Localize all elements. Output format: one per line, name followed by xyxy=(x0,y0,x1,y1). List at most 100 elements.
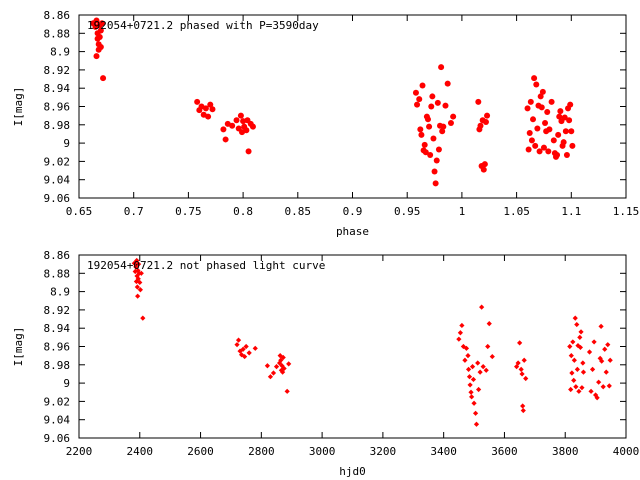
data-point xyxy=(471,400,477,406)
y-tick-label: 9.02 xyxy=(44,395,71,408)
data-point xyxy=(571,377,577,383)
data-point xyxy=(475,360,481,366)
data-point xyxy=(580,369,587,375)
data-point xyxy=(422,149,429,156)
data-point xyxy=(593,392,599,398)
data-point xyxy=(489,353,495,360)
x-tick-label: 0.65 xyxy=(66,205,93,218)
data-point xyxy=(238,352,245,358)
data-point xyxy=(560,139,567,146)
data-point xyxy=(477,122,484,129)
data-point xyxy=(280,354,286,361)
data-point xyxy=(536,148,543,155)
data-point xyxy=(577,334,583,340)
data-point xyxy=(519,371,525,377)
data-point xyxy=(96,33,103,40)
data-point xyxy=(456,336,462,342)
data-point xyxy=(524,105,531,112)
y-tick-label: 9.04 xyxy=(44,414,71,427)
data-point xyxy=(229,122,236,129)
data-point xyxy=(469,364,476,370)
data-point xyxy=(566,117,573,124)
x-tick-label: 1.05 xyxy=(503,205,530,218)
data-point xyxy=(465,366,472,372)
data-point xyxy=(466,374,473,380)
data-point xyxy=(468,389,474,395)
data-point xyxy=(418,131,425,138)
data-point xyxy=(605,342,611,348)
data-point xyxy=(579,385,585,391)
data-point xyxy=(249,123,256,130)
data-point xyxy=(137,287,143,293)
x-tick-label: 2600 xyxy=(187,445,214,458)
x-tick-label: 1 xyxy=(459,205,466,218)
data-point xyxy=(429,93,436,100)
data-point xyxy=(93,17,100,24)
data-point xyxy=(134,257,140,264)
data-point xyxy=(572,315,578,321)
x-tick-label: 3400 xyxy=(430,445,457,458)
chart-title: 192054+0721.2 phased with P=3590day xyxy=(87,19,319,32)
data-point xyxy=(140,315,146,321)
data-point xyxy=(270,370,277,376)
data-point xyxy=(435,146,442,153)
x-axis-label: phase xyxy=(336,225,369,238)
x-tick-label: 3800 xyxy=(552,445,579,458)
data-point xyxy=(557,108,564,115)
data-point xyxy=(546,126,553,133)
y-axis-label: I[mag] xyxy=(12,87,25,127)
data-point xyxy=(542,119,549,126)
data-point xyxy=(594,395,600,401)
data-point xyxy=(568,386,574,393)
data-point xyxy=(432,180,439,187)
data-point xyxy=(279,363,285,369)
data-point xyxy=(517,340,523,346)
data-point xyxy=(561,114,568,121)
x-tick-label: 0.85 xyxy=(285,205,312,218)
data-point xyxy=(97,27,104,34)
data-point xyxy=(278,367,284,373)
data-point xyxy=(135,276,141,282)
data-point xyxy=(526,130,533,137)
data-point xyxy=(133,264,139,270)
y-tick-label: 9 xyxy=(63,137,70,150)
data-point xyxy=(252,345,258,351)
x-tick-label: 4000 xyxy=(613,445,640,458)
x-tick-label: 2200 xyxy=(66,445,93,458)
data-point xyxy=(442,102,449,109)
data-point xyxy=(603,369,609,375)
data-point xyxy=(596,379,602,385)
data-point xyxy=(207,101,214,108)
y-tick-label: 9.02 xyxy=(44,155,71,168)
y-tick-label: 8.86 xyxy=(44,9,71,22)
data-point xyxy=(473,421,480,427)
data-point xyxy=(470,376,477,383)
data-point xyxy=(465,353,471,359)
x-tick-label: 3200 xyxy=(370,445,397,458)
y-axis-label: I[mag] xyxy=(12,327,25,367)
data-point xyxy=(539,88,546,95)
data-point xyxy=(475,98,482,105)
data-point xyxy=(576,388,582,394)
data-point xyxy=(575,342,581,349)
data-point xyxy=(550,137,557,144)
data-point xyxy=(462,357,468,363)
data-point xyxy=(482,119,489,126)
data-point xyxy=(591,339,597,345)
data-point xyxy=(459,322,465,329)
data-point xyxy=(467,382,473,388)
data-point xyxy=(598,323,604,329)
y-tick-label: 8.88 xyxy=(44,267,71,280)
data-point xyxy=(527,98,534,105)
data-point xyxy=(476,386,482,393)
data-point xyxy=(568,353,574,359)
data-point xyxy=(484,112,491,119)
data-point xyxy=(580,360,586,366)
phased-light-curve-panel: 8.86 8.88 8.9 8.92 8.94 8.96 8.98 9 9.02 9.04 9.06… xyxy=(12,9,639,238)
x-tick-label: 2400 xyxy=(127,445,154,458)
data-point xyxy=(480,364,486,370)
data-point xyxy=(574,321,580,328)
data-point xyxy=(273,364,280,370)
data-point xyxy=(533,81,540,88)
data-point xyxy=(534,125,541,132)
